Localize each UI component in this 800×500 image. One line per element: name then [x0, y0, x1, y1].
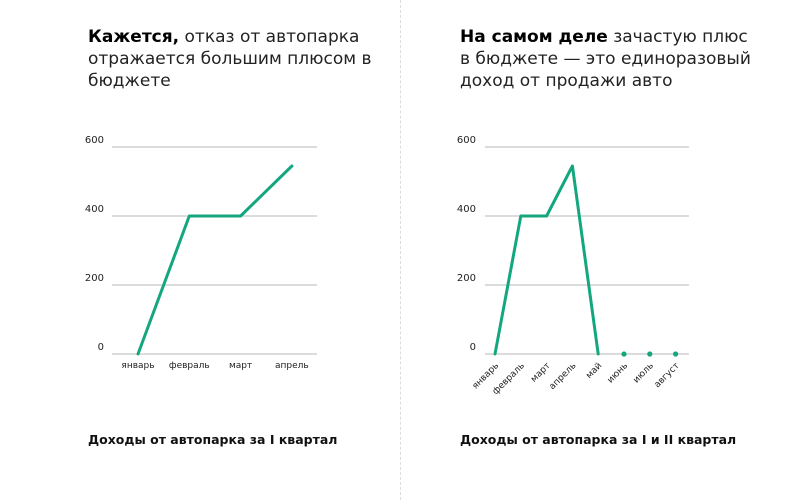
right-x-tick-label-7: август — [653, 361, 682, 390]
left-y-tick-label-600: 600 — [85, 135, 104, 146]
right-y-tick-label-400: 400 — [457, 204, 476, 215]
left-y-tick-label-200: 200 — [85, 273, 104, 284]
left-x-tick-label-3: апрель — [275, 361, 309, 371]
left-heading-text: отказ от автопарка отражается большим пл… — [88, 27, 372, 91]
right-heading-bold: На самом деле — [460, 27, 608, 47]
right-y-tick-label-600: 600 — [457, 135, 476, 146]
right-x-tick-label-6: июль — [632, 361, 656, 385]
right-series-line — [493, 164, 600, 356]
right-data-point-7 — [673, 351, 679, 357]
right-panel-heading: На самом деле зачастую плюс в бюджете — … — [460, 26, 760, 92]
left-heading-bold: Кажется, — [88, 27, 180, 47]
panel-divider — [400, 0, 401, 500]
right-x-tick-label-3: апрель — [548, 361, 579, 392]
left-chart-caption: Доходы от автопарка за I квартал — [88, 432, 338, 447]
right-y-tick-label-0: 0 — [470, 342, 476, 353]
left-x-tick-label-0: январь — [121, 361, 154, 371]
left-series-line — [136, 164, 294, 356]
right-chart-caption: Доходы от автопарка за I и II квартал — [460, 432, 737, 447]
right-heading-text: зачастую плюс в бюджете — это единоразов… — [460, 27, 751, 91]
left-panel-heading: Кажется, отказ от автопарка отражается б… — [88, 26, 388, 92]
left-y-tick-label-400: 400 — [85, 204, 104, 215]
right-x-tick-label-4: май — [584, 361, 604, 381]
right-y-tick-label-200: 200 — [457, 273, 476, 284]
left-x-tick-label-1: февраль — [169, 361, 210, 371]
right-data-point-5 — [621, 351, 627, 357]
left-y-tick-label-0: 0 — [98, 342, 104, 353]
right-x-tick-label-2: март — [529, 361, 553, 385]
left-x-tick-label-2: март — [229, 361, 252, 371]
right-x-tick-label-5: июнь — [606, 361, 630, 385]
right-data-point-6 — [647, 351, 653, 357]
